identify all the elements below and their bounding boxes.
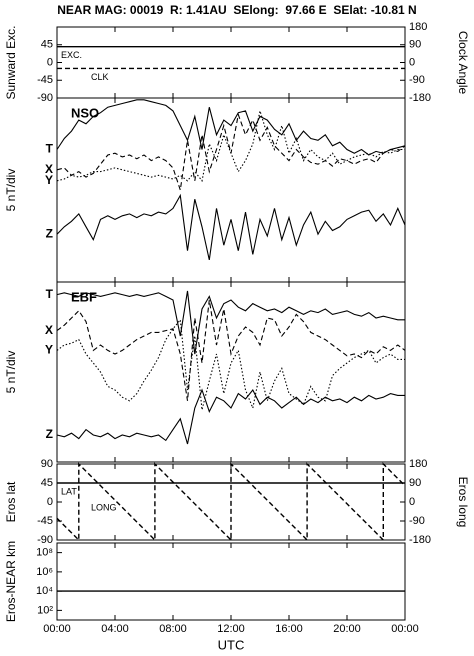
y2-tick-label: -90 [409, 74, 425, 86]
x-tick-label: 08:00 [159, 623, 187, 635]
y-axis-label: 5 nT/div [4, 169, 18, 212]
y2-tick-label: 90 [409, 39, 421, 51]
series-label: T [46, 287, 54, 301]
data-line [56, 108, 405, 183]
series-label: X [45, 162, 53, 176]
panel-title: EBF [71, 289, 97, 304]
y2-tick-label: 0 [409, 56, 415, 68]
x-tick-label: 00:00 [43, 623, 71, 635]
series-label: EXC. [61, 50, 82, 60]
panel-title: NSO [71, 105, 99, 120]
x-axis-label: UTC [218, 637, 245, 652]
y2-tick-label: -180 [409, 92, 431, 104]
y-tick-label: 10⁴ [36, 585, 53, 597]
y2-axis-label: Eros long [456, 477, 470, 528]
y-tick-label: -90 [37, 92, 53, 104]
y-tick-label: 45 [41, 39, 53, 51]
series-label: Z [46, 427, 53, 441]
y-tick-label: 10⁸ [36, 547, 53, 559]
y2-tick-label: -180 [409, 534, 431, 546]
y-axis-label: Eros lat [4, 481, 18, 522]
y-tick-label: 90 [41, 458, 53, 470]
chart-title: NEAR MAG: 00019 R: 1.41AU SElong: 97.66 … [57, 3, 416, 17]
y-tick-label: 0 [47, 56, 53, 68]
series-label: CLK [91, 72, 109, 82]
y2-tick-label: 90 [409, 477, 421, 489]
data-line [56, 318, 405, 410]
x-tick-label: 16:00 [275, 623, 303, 635]
series-label: X [45, 323, 53, 337]
data-line [56, 388, 405, 445]
series-label: T [46, 142, 54, 156]
y-axis-label: Eros-NEAR km [4, 541, 18, 622]
series-label: Y [45, 173, 53, 187]
y2-tick-label: -90 [409, 515, 425, 527]
series-label: LONG [91, 502, 117, 512]
y-tick-label: 45 [41, 477, 53, 489]
series-label: LAT [61, 486, 77, 496]
y-tick-label: 10⁶ [36, 566, 53, 578]
y-axis-label: 5 nT/div [4, 351, 18, 394]
series-label: Z [46, 226, 53, 240]
y2-tick-label: 0 [409, 496, 415, 508]
data-line [56, 299, 406, 401]
x-tick-label: 00:00 [391, 623, 419, 635]
data-line [56, 462, 406, 542]
y-tick-label: 10² [37, 604, 53, 616]
data-line [56, 193, 406, 261]
y-axis-label: Sunward Exc. [4, 25, 18, 99]
y2-tick-label: 180 [409, 458, 427, 470]
y2-axis-label: Clock Angle [456, 31, 470, 95]
series-label: Y [45, 343, 53, 357]
data-line [56, 99, 406, 156]
x-tick-label: 20:00 [333, 623, 361, 635]
data-line [56, 290, 405, 355]
y-tick-label: -45 [37, 74, 53, 86]
y2-tick-label: 180 [409, 21, 427, 33]
x-tick-label: 04:00 [101, 623, 129, 635]
x-tick-label: 12:00 [217, 623, 245, 635]
y-tick-label: -90 [37, 534, 53, 546]
y-tick-label: -45 [37, 515, 53, 527]
y-tick-label: 0 [47, 496, 53, 508]
